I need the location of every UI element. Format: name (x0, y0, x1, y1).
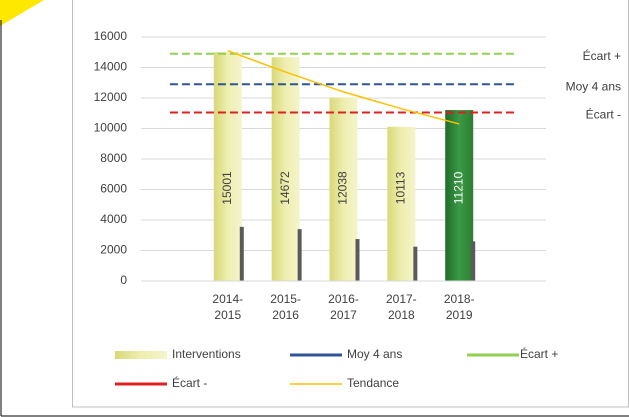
y-tick-label: 4000 (100, 212, 127, 226)
trend-line (227, 50, 460, 125)
value-label: 15001 (220, 171, 234, 205)
secondary-bar (471, 241, 476, 281)
value-label: 11210 (451, 171, 465, 204)
y-tick-label: 12000 (94, 90, 128, 104)
y-tick-label: 8000 (100, 151, 127, 165)
x-tick-label: 2015-2016 (270, 292, 301, 322)
reference-label: Moy 4 ans (566, 79, 621, 93)
x-tick-label: 2016-2017 (328, 292, 359, 322)
y-tick-label: 2000 (100, 243, 127, 257)
reference-label: Écart - (586, 107, 621, 122)
reference-label: Écart + (583, 48, 621, 63)
corner-decoration (0, 0, 44, 26)
value-label: 12038 (336, 171, 350, 205)
legend-label: Moy 4 ans (347, 347, 402, 361)
value-label: 14672 (278, 171, 292, 205)
x-tick-label: 2018-2019 (443, 292, 475, 322)
legend-label: Tendance (347, 376, 399, 390)
y-tick-label: 16000 (94, 29, 128, 43)
bar (445, 110, 474, 281)
value-label: 10113 (394, 171, 408, 204)
bar (271, 57, 300, 281)
legend-label: Écart + (520, 346, 558, 361)
y-tick-label: 6000 (100, 182, 127, 196)
bar (387, 126, 416, 281)
bar (329, 97, 358, 281)
secondary-bar (297, 229, 302, 281)
legend-label: Écart - (172, 375, 207, 390)
secondary-bar (355, 239, 360, 281)
y-tick-label: 10000 (94, 121, 128, 135)
x-tick-label: 2017-2018 (385, 292, 417, 322)
legend-swatch (115, 351, 167, 359)
secondary-bar (413, 246, 418, 281)
x-tick-label: 2014-2015 (212, 292, 244, 322)
bar (213, 52, 242, 282)
legend-label: Interventions (172, 347, 241, 361)
y-tick-label: 14000 (94, 60, 128, 74)
y-tick-label: 0 (120, 273, 127, 287)
secondary-bar (239, 226, 244, 281)
